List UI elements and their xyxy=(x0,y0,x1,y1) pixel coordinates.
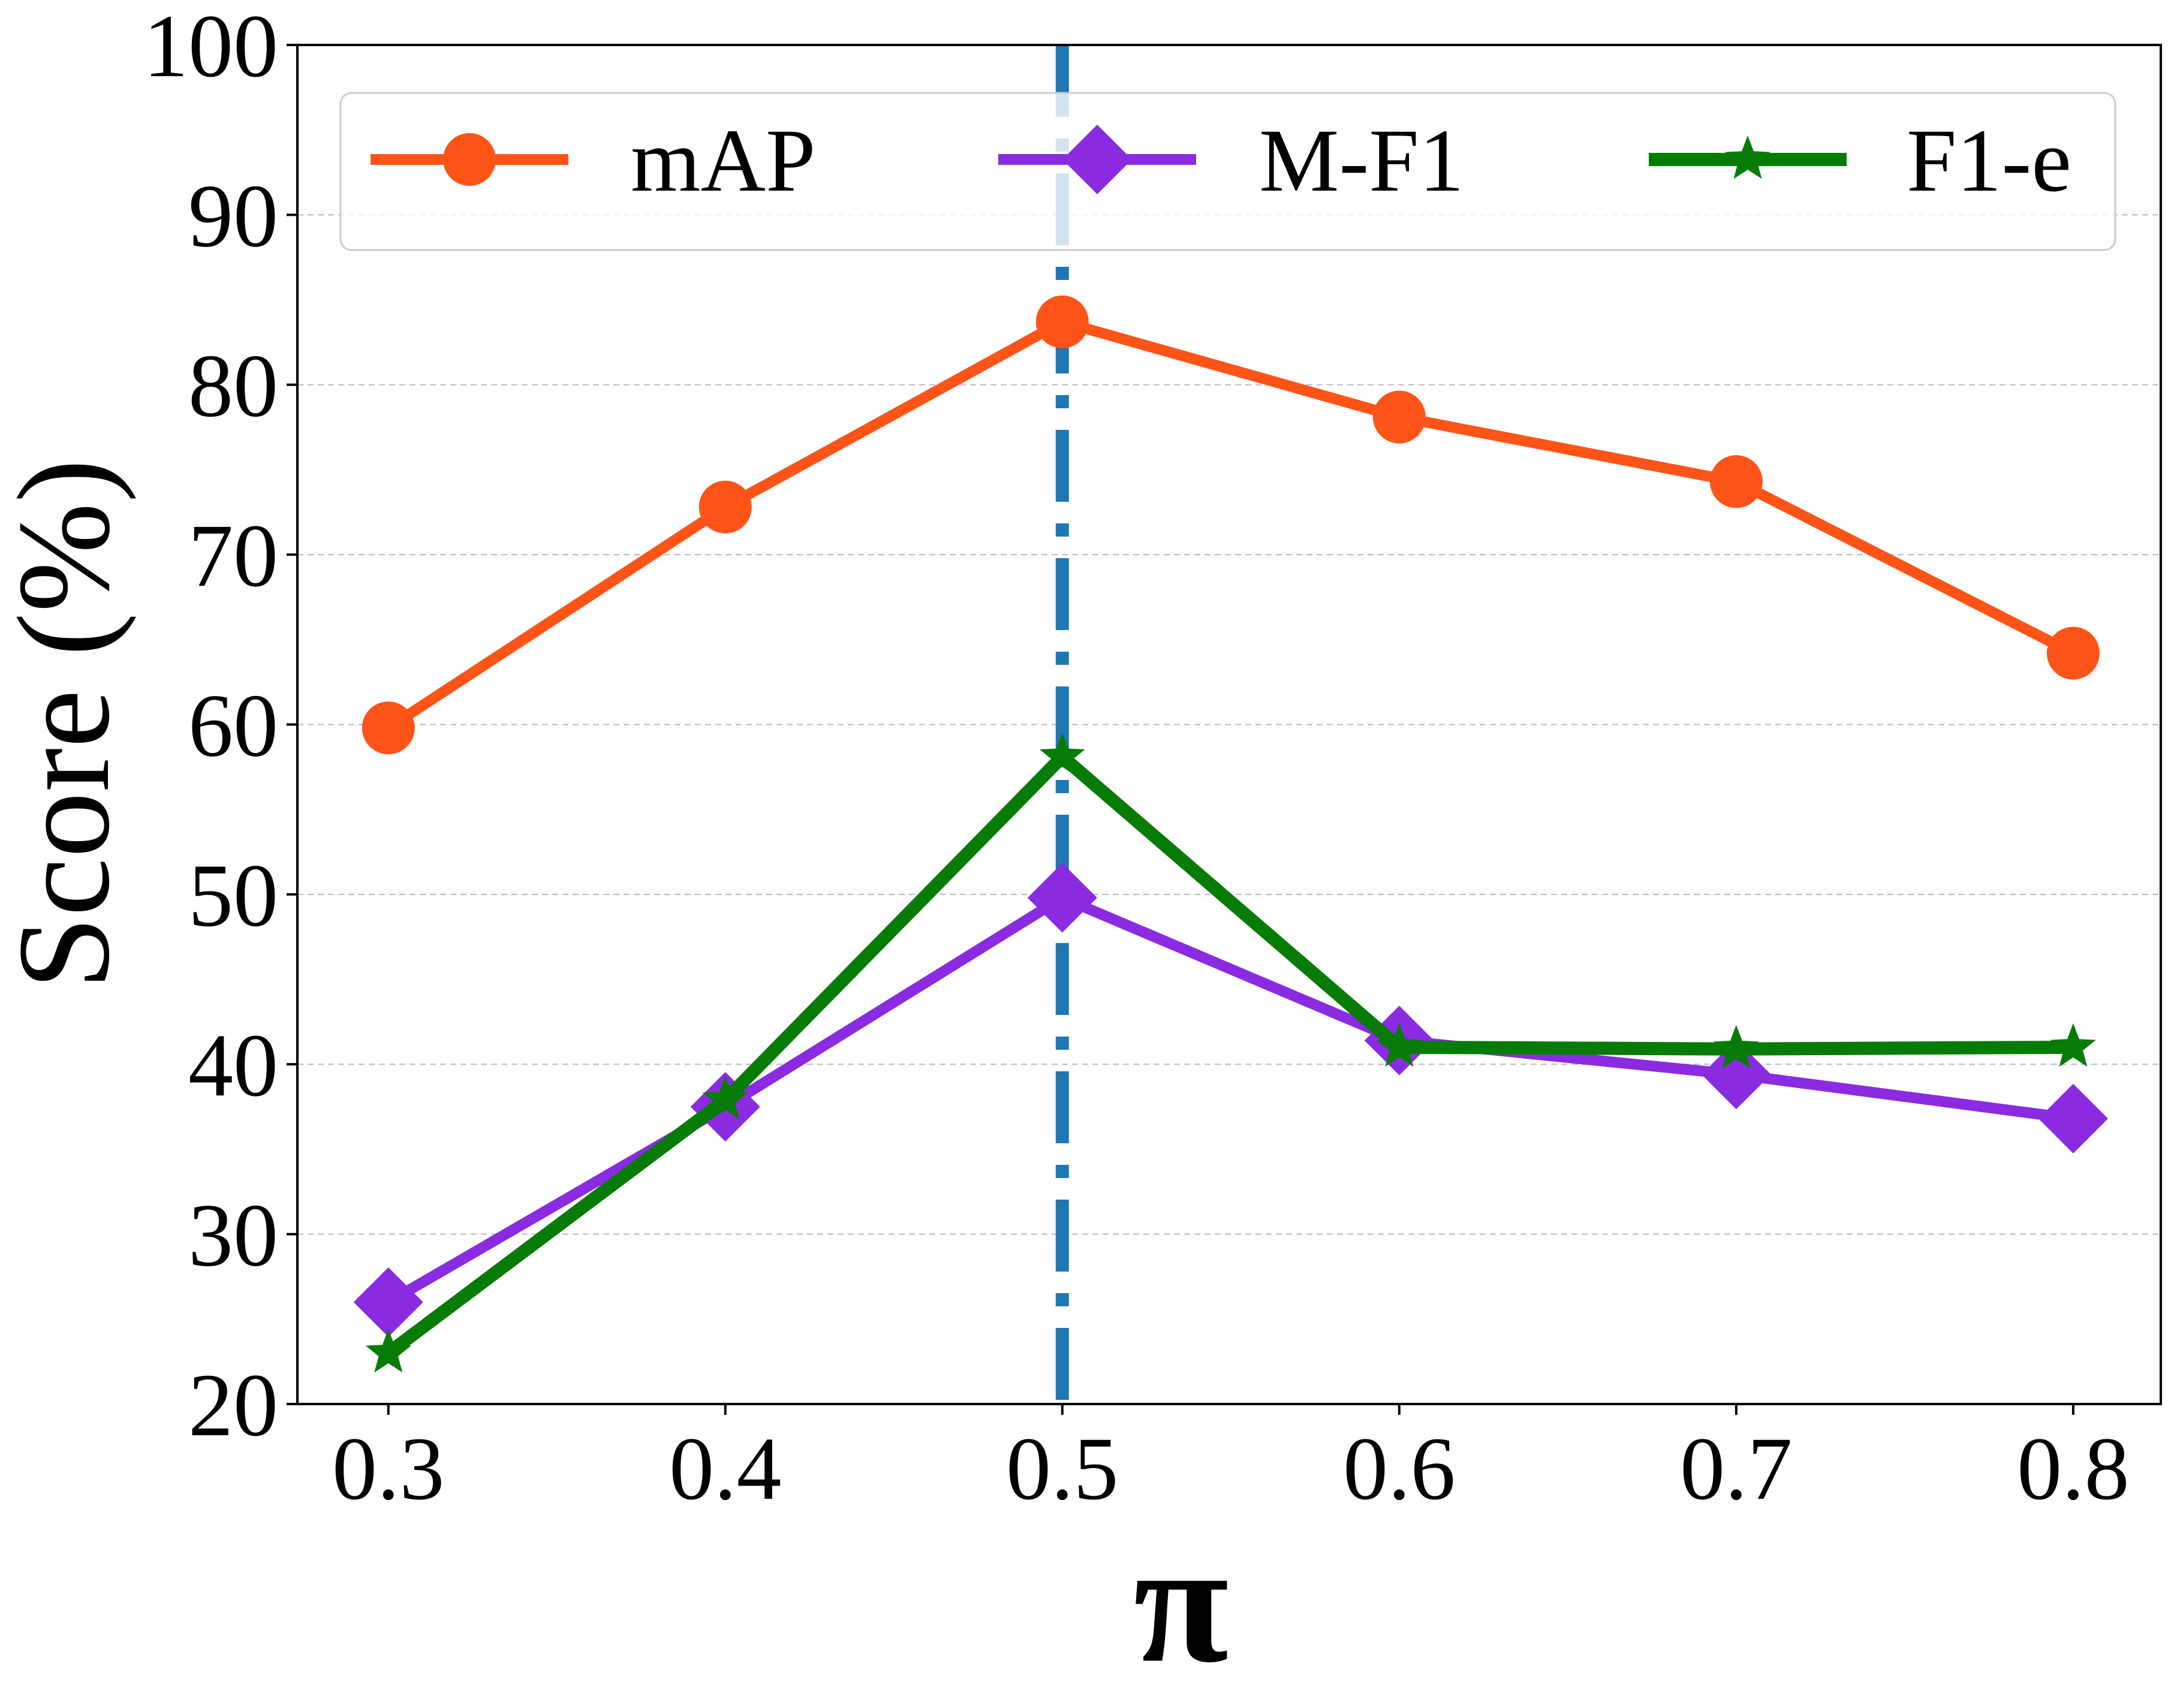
data-point xyxy=(1701,1040,1771,1110)
y-tick-label: 50 xyxy=(188,846,278,945)
data-point xyxy=(1713,1025,1759,1069)
x-tick-label: 0.6 xyxy=(1343,1419,1456,1519)
series-m-f1 xyxy=(353,863,2108,1337)
x-tick-label: 0.4 xyxy=(669,1419,782,1519)
legend-item-m-f1: M-F1 xyxy=(998,111,1464,210)
series-line xyxy=(385,316,2076,733)
series-f1-e xyxy=(365,733,2096,1373)
y-tick-label: 30 xyxy=(188,1186,278,1285)
legend-label: F1-e xyxy=(1907,111,2071,210)
x-tick-label: 0.8 xyxy=(2017,1419,2130,1519)
x-tick-label: 0.7 xyxy=(1680,1419,1793,1519)
legend-box xyxy=(339,92,2116,251)
data-point xyxy=(698,480,752,534)
data-point xyxy=(2038,1083,2108,1153)
data-point xyxy=(353,1267,423,1337)
y-axis-title: Score (%) xyxy=(0,459,137,990)
y-tick-label: 70 xyxy=(188,506,278,606)
data-point xyxy=(702,1076,748,1120)
data-point xyxy=(1372,390,1426,444)
legend-label: M-F1 xyxy=(1259,111,1464,210)
series-layer xyxy=(353,295,2108,1373)
y-axis: 20 30 40 50 60 70 80 90 100 xyxy=(143,0,297,1455)
data-point xyxy=(365,1329,411,1373)
legend-item-f1-e: F1-e xyxy=(1649,111,2071,210)
y-tick-label: 90 xyxy=(188,166,278,266)
y-tick-label: 20 xyxy=(188,1355,278,1455)
x-tick-label: 0.5 xyxy=(1006,1419,1119,1519)
y-tick-label: 100 xyxy=(143,0,278,96)
y-tick-label: 60 xyxy=(188,676,278,776)
data-point xyxy=(2046,626,2100,680)
y-tick-label: 40 xyxy=(188,1016,278,1115)
x-tick-label: 0.3 xyxy=(332,1419,445,1519)
series-line xyxy=(384,750,2073,1358)
legend-item-map: mAP xyxy=(371,111,815,210)
legend: mAP M-F1 F1-e xyxy=(339,92,2116,251)
legend-swatch-marker xyxy=(443,133,496,186)
series-line xyxy=(386,892,2074,1307)
data-point xyxy=(1376,1023,1422,1067)
series-map xyxy=(362,295,2100,755)
x-axis-title: π xyxy=(1134,1506,1229,1698)
legend-label: mAP xyxy=(631,111,815,210)
legend-swatch-marker xyxy=(1725,135,1770,179)
data-point xyxy=(1035,295,1089,348)
data-point xyxy=(1039,733,1085,776)
data-point xyxy=(2050,1023,2096,1067)
legend-swatch-marker xyxy=(1062,125,1132,194)
y-tick-label: 80 xyxy=(188,336,278,436)
data-point xyxy=(1027,863,1097,933)
data-point xyxy=(362,701,415,755)
x-axis: 0.3 0.4 0.5 0.6 0.7 0.8 xyxy=(332,1404,2130,1519)
data-point xyxy=(1709,455,1763,508)
